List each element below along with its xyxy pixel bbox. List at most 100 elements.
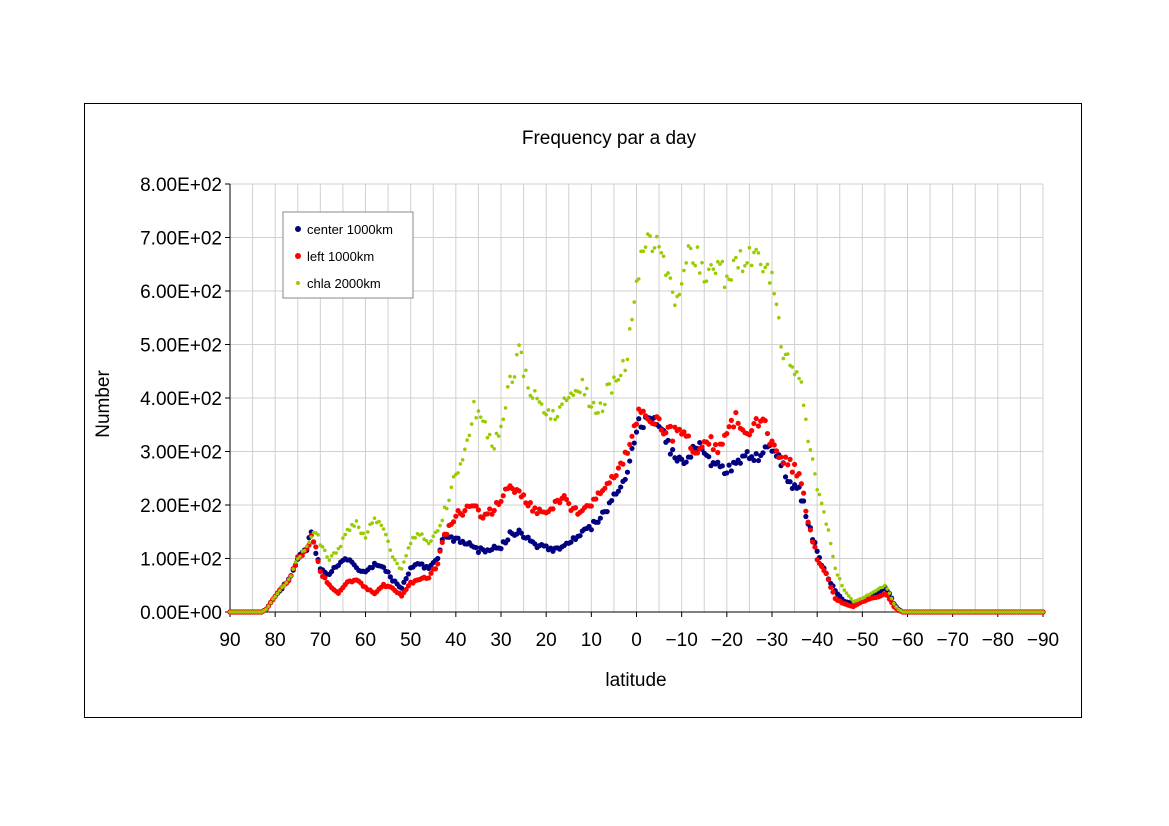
point-center-1000km: [782, 474, 789, 480]
point-center-1000km: [568, 539, 574, 545]
point-chla-2000km: [849, 596, 853, 601]
point-center-1000km: [706, 454, 712, 460]
point-chla-2000km: [370, 521, 375, 525]
point-chla-2000km: [379, 523, 384, 528]
point-left-1000km: [828, 584, 834, 590]
point-chla-2000km: [404, 553, 408, 558]
point-center-1000km: [679, 456, 685, 462]
point-left-1000km: [769, 438, 775, 444]
point-left-1000km: [798, 481, 804, 487]
point-center-1000km: [719, 463, 725, 469]
point-chla-2000km: [591, 400, 596, 405]
x-axis-label: latitude: [605, 670, 666, 691]
point-chla-2000km: [388, 548, 393, 552]
point-center-1000km: [624, 469, 631, 475]
x-tick-label: 80: [265, 630, 286, 651]
point-left-1000km: [764, 430, 771, 437]
y-tick-label: 1.00E+02: [140, 550, 222, 571]
point-center-1000km: [448, 534, 454, 540]
legend-marker-chla-2000km: [296, 281, 300, 285]
point-chla-2000km: [512, 375, 517, 379]
point-center-1000km: [737, 460, 743, 466]
point-chla-2000km: [691, 261, 695, 265]
point-center-1000km: [636, 416, 642, 422]
point-chla-2000km: [736, 265, 740, 270]
point-chla-2000km: [607, 382, 612, 386]
point-chla-2000km: [546, 408, 551, 412]
point-chla-2000km: [316, 532, 320, 537]
point-chla-2000km: [765, 262, 770, 267]
point-chla-2000km: [718, 262, 722, 266]
legend-label-left-1000km: left 1000km: [307, 249, 374, 264]
x-tick-label: −80: [982, 630, 1014, 651]
point-left-1000km: [532, 505, 538, 511]
point-chla-2000km: [822, 510, 826, 514]
point-chla-2000km: [664, 273, 668, 278]
x-tick-label: −70: [937, 630, 969, 651]
point-chla-2000km: [320, 545, 325, 549]
point-left-1000km: [491, 507, 497, 514]
point-chla-2000km: [431, 534, 436, 539]
point-chla-2000km: [438, 523, 442, 528]
point-chla-2000km: [1041, 610, 1045, 614]
point-chla-2000km: [363, 536, 368, 540]
point-center-1000km: [435, 555, 441, 562]
point-chla-2000km: [329, 554, 334, 558]
point-chla-2000km: [828, 541, 833, 546]
point-left-1000km: [733, 409, 739, 416]
point-left-1000km: [812, 544, 818, 550]
point-chla-2000km: [752, 250, 756, 255]
point-chla-2000km: [815, 488, 819, 492]
point-chla-2000km: [490, 444, 494, 448]
point-left-1000km: [460, 512, 466, 518]
point-chla-2000km: [725, 274, 729, 279]
point-left-1000km: [676, 426, 683, 432]
point-chla-2000km: [580, 377, 585, 382]
point-chla-2000km: [713, 271, 718, 276]
point-chla-2000km: [271, 597, 275, 601]
point-chla-2000km: [693, 263, 698, 268]
point-left-1000km: [801, 490, 807, 496]
point-chla-2000km: [386, 539, 390, 544]
point-center-1000km: [455, 535, 461, 541]
point-chla-2000km: [623, 368, 628, 373]
point-left-1000km: [823, 570, 829, 577]
x-tick-label: −50: [846, 630, 878, 651]
point-center-1000km: [543, 543, 549, 549]
point-chla-2000km: [763, 265, 768, 270]
point-left-1000km: [561, 492, 567, 499]
point-chla-2000km: [795, 370, 799, 374]
point-left-1000km: [487, 506, 493, 512]
point-center-1000km: [665, 437, 671, 443]
point-left-1000km: [520, 492, 527, 498]
point-left-1000km: [796, 471, 802, 477]
x-tick-label: −10: [666, 630, 698, 651]
point-chla-2000km: [720, 259, 725, 264]
point-left-1000km: [498, 498, 504, 505]
point-chla-2000km: [472, 399, 476, 404]
point-chla-2000km: [307, 540, 311, 545]
point-chla-2000km: [668, 276, 673, 280]
point-chla-2000km: [670, 290, 675, 294]
point-chla-2000km: [458, 462, 463, 466]
point-chla-2000km: [384, 532, 388, 537]
point-left-1000km: [735, 420, 741, 426]
x-tick-label: 10: [581, 630, 602, 651]
point-left-1000km: [746, 432, 753, 438]
point-chla-2000km: [347, 528, 352, 533]
point-chla-2000km: [835, 573, 840, 577]
legend-marker-center-1000km: [295, 226, 301, 232]
point-chla-2000km: [544, 412, 548, 417]
point-chla-2000km: [298, 554, 302, 559]
point-center-1000km: [618, 484, 624, 490]
point-chla-2000km: [810, 457, 815, 461]
point-chla-2000km: [390, 555, 395, 559]
point-chla-2000km: [612, 375, 616, 380]
point-chla-2000km: [343, 532, 347, 537]
point-left-1000km: [681, 429, 687, 435]
point-chla-2000km: [779, 345, 783, 349]
point-chla-2000km: [519, 350, 524, 355]
x-tick-label: 0: [631, 630, 642, 651]
point-center-1000km: [787, 479, 793, 485]
point-left-1000km: [787, 456, 793, 462]
